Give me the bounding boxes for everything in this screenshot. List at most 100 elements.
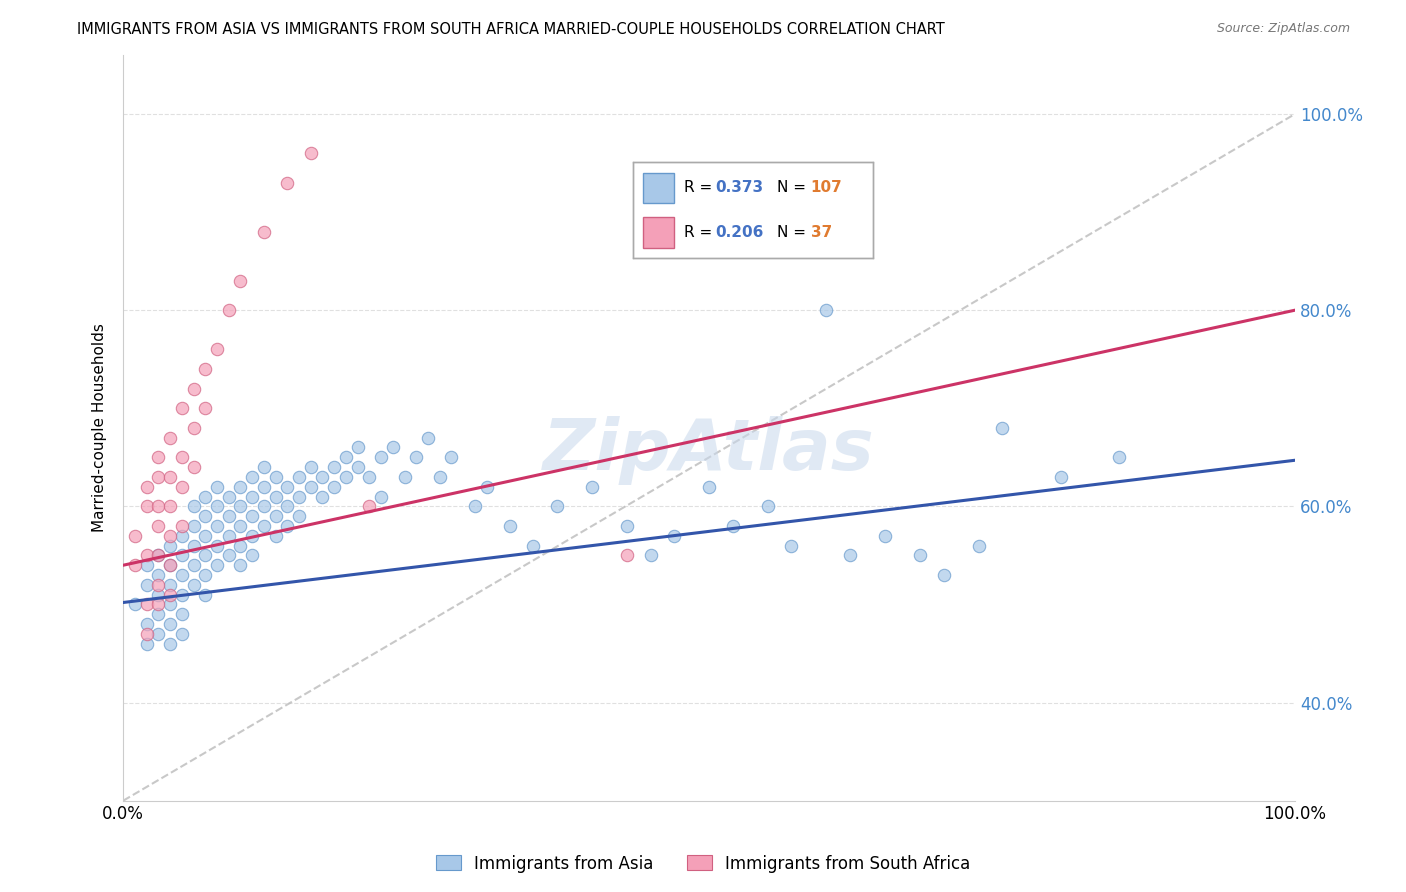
Point bbox=[135, 480, 157, 494]
Point bbox=[148, 519, 170, 533]
Point bbox=[148, 549, 170, 563]
Point bbox=[229, 500, 252, 514]
Point bbox=[416, 431, 439, 445]
Point bbox=[124, 558, 146, 573]
Point bbox=[264, 470, 287, 484]
Point bbox=[240, 549, 263, 563]
Point bbox=[240, 509, 263, 524]
Point bbox=[299, 480, 322, 494]
Bar bbox=[643, 217, 673, 248]
Point bbox=[194, 568, 217, 582]
Point bbox=[697, 480, 720, 494]
Point bbox=[194, 401, 217, 416]
Point bbox=[429, 470, 451, 484]
Point bbox=[311, 470, 333, 484]
Point bbox=[205, 500, 228, 514]
Point bbox=[183, 539, 205, 553]
Point bbox=[253, 460, 276, 475]
Point bbox=[218, 509, 240, 524]
Point bbox=[124, 598, 146, 612]
Point bbox=[159, 470, 181, 484]
Point bbox=[276, 176, 298, 190]
Point bbox=[838, 549, 860, 563]
Point bbox=[873, 529, 896, 543]
Y-axis label: Married-couple Households: Married-couple Households bbox=[93, 324, 107, 533]
Point bbox=[311, 490, 333, 504]
Point bbox=[394, 470, 416, 484]
Text: 0.373: 0.373 bbox=[714, 180, 763, 195]
Point bbox=[159, 578, 181, 592]
Point bbox=[815, 303, 838, 318]
Point bbox=[464, 500, 486, 514]
Point bbox=[346, 441, 368, 455]
Point bbox=[721, 519, 744, 533]
Point bbox=[135, 500, 157, 514]
Point bbox=[229, 519, 252, 533]
Point bbox=[1049, 470, 1071, 484]
Point bbox=[370, 450, 392, 465]
Point bbox=[276, 500, 298, 514]
Point bbox=[148, 578, 170, 592]
Point bbox=[194, 509, 217, 524]
Point bbox=[218, 549, 240, 563]
Text: Source: ZipAtlas.com: Source: ZipAtlas.com bbox=[1216, 22, 1350, 36]
Point bbox=[159, 500, 181, 514]
Point bbox=[359, 500, 381, 514]
Point bbox=[616, 549, 638, 563]
Point bbox=[135, 578, 157, 592]
Text: ZipAtlas: ZipAtlas bbox=[543, 416, 875, 484]
Point bbox=[170, 588, 193, 602]
Point bbox=[967, 539, 990, 553]
Point bbox=[205, 480, 228, 494]
Point bbox=[159, 588, 181, 602]
Point bbox=[205, 343, 228, 357]
Point bbox=[148, 607, 170, 622]
Point bbox=[218, 490, 240, 504]
Point bbox=[135, 617, 157, 632]
Point bbox=[148, 627, 170, 641]
Text: 107: 107 bbox=[811, 180, 842, 195]
Point bbox=[381, 441, 404, 455]
Point bbox=[359, 470, 381, 484]
Point bbox=[335, 450, 357, 465]
Point bbox=[205, 539, 228, 553]
Point bbox=[991, 421, 1014, 435]
Point bbox=[159, 598, 181, 612]
Text: N =: N = bbox=[778, 180, 811, 195]
Point bbox=[405, 450, 427, 465]
Point bbox=[135, 549, 157, 563]
Point bbox=[229, 558, 252, 573]
Point bbox=[264, 529, 287, 543]
Point bbox=[440, 450, 463, 465]
Point bbox=[253, 480, 276, 494]
Point bbox=[148, 549, 170, 563]
Point bbox=[170, 480, 193, 494]
Point bbox=[170, 401, 193, 416]
Point bbox=[616, 519, 638, 533]
Point bbox=[522, 539, 544, 553]
Point bbox=[229, 539, 252, 553]
Point bbox=[194, 529, 217, 543]
Point bbox=[159, 539, 181, 553]
Point bbox=[135, 558, 157, 573]
Point bbox=[288, 470, 311, 484]
Text: R =: R = bbox=[683, 180, 717, 195]
Point bbox=[159, 617, 181, 632]
Point bbox=[183, 558, 205, 573]
Point bbox=[159, 637, 181, 651]
Point bbox=[640, 549, 662, 563]
Point bbox=[148, 588, 170, 602]
Point bbox=[288, 490, 311, 504]
Point bbox=[253, 519, 276, 533]
Point bbox=[135, 598, 157, 612]
Point bbox=[299, 146, 322, 161]
Point bbox=[183, 382, 205, 396]
Text: N =: N = bbox=[778, 225, 811, 240]
Point bbox=[229, 274, 252, 288]
Point bbox=[264, 509, 287, 524]
Point bbox=[335, 470, 357, 484]
Legend: Immigrants from Asia, Immigrants from South Africa: Immigrants from Asia, Immigrants from So… bbox=[429, 848, 977, 880]
Text: 37: 37 bbox=[811, 225, 832, 240]
Point bbox=[183, 519, 205, 533]
Point bbox=[299, 460, 322, 475]
